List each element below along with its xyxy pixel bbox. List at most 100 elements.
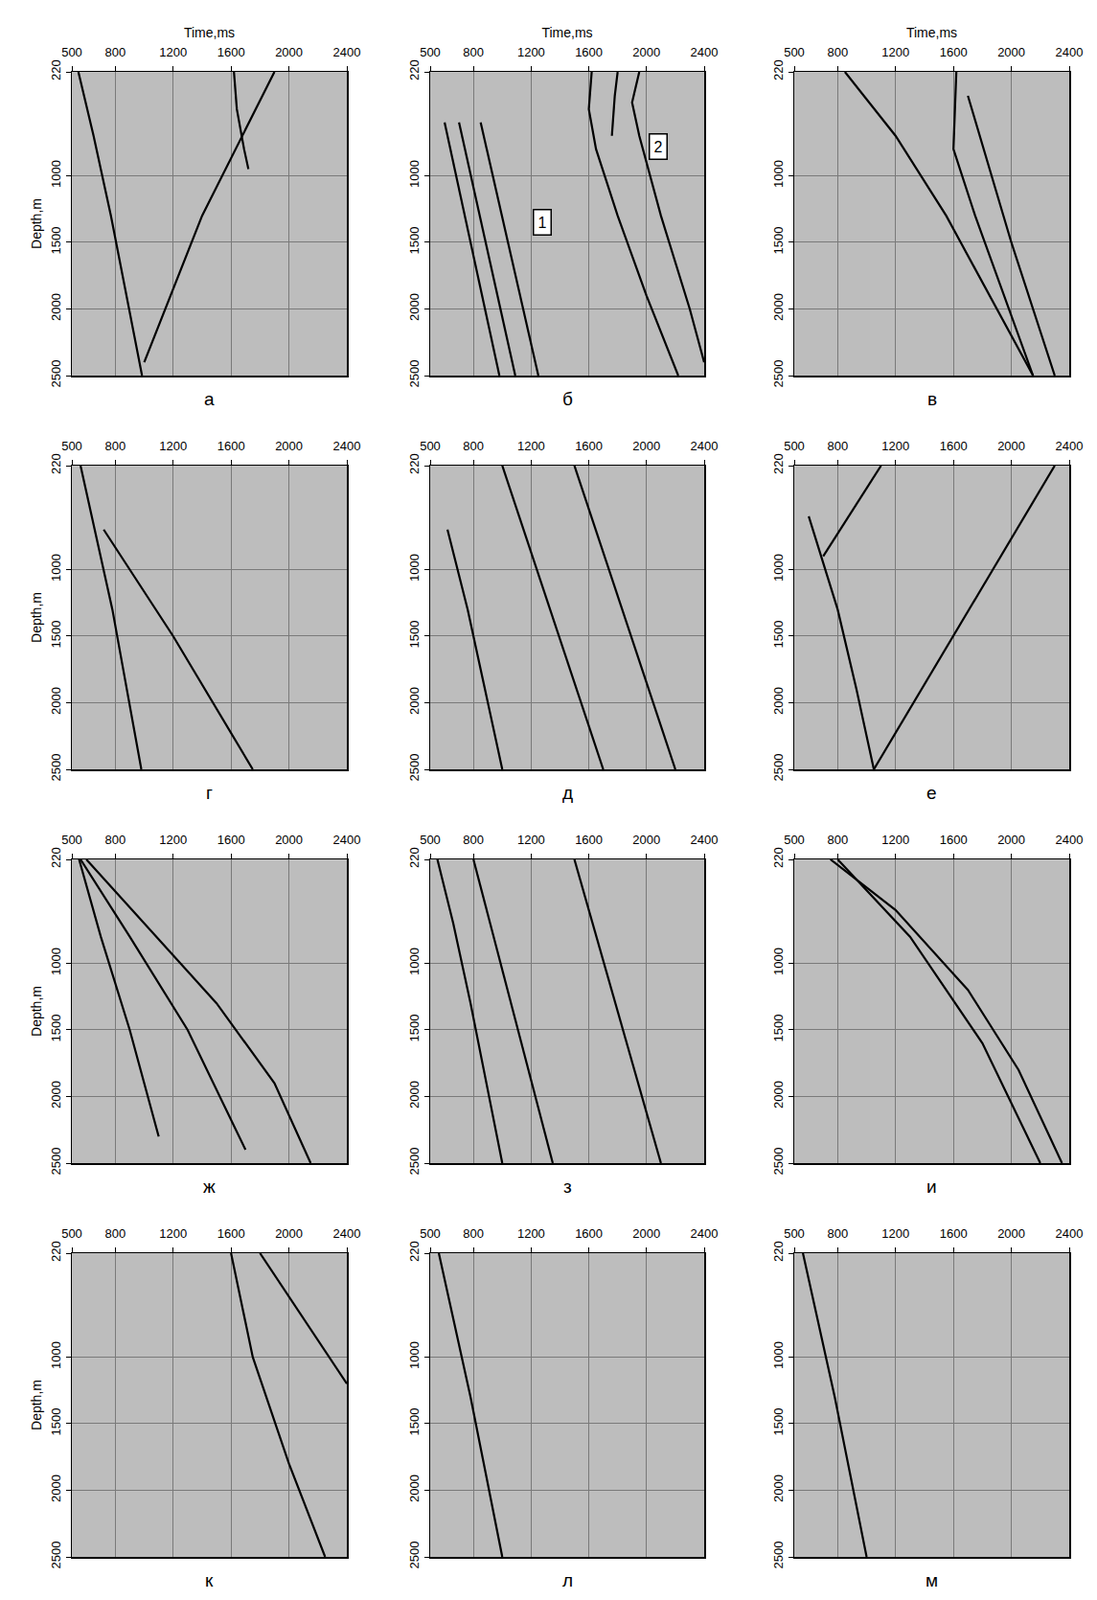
svg-text:1000: 1000	[771, 947, 786, 976]
svg-text:1000: 1000	[48, 553, 64, 582]
svg-text:2500: 2500	[407, 1541, 422, 1570]
svg-text:1200: 1200	[881, 832, 910, 847]
svg-text:800: 800	[826, 832, 848, 847]
svg-text:2000: 2000	[407, 1080, 422, 1109]
svg-text:1600: 1600	[574, 45, 603, 60]
svg-text:800: 800	[462, 1226, 484, 1241]
svg-text:1600: 1600	[939, 1226, 968, 1241]
svg-text:1200: 1200	[881, 45, 910, 60]
svg-text:500: 500	[783, 832, 805, 847]
svg-text:500: 500	[419, 1226, 441, 1241]
svg-text:220: 220	[407, 1240, 422, 1262]
svg-text:2400: 2400	[1055, 832, 1084, 847]
svg-text:2400: 2400	[690, 45, 719, 60]
svg-text:500: 500	[419, 45, 441, 60]
svg-text:500: 500	[61, 1226, 83, 1241]
svg-text:800: 800	[462, 832, 484, 847]
svg-text:220: 220	[407, 846, 422, 869]
svg-text:Depth,m: Depth,m	[28, 985, 45, 1037]
svg-text:2000: 2000	[274, 438, 303, 454]
svg-text:1600: 1600	[939, 438, 968, 454]
svg-text:1200: 1200	[881, 438, 910, 454]
svg-text:2400: 2400	[333, 45, 362, 60]
svg-text:2000: 2000	[407, 686, 422, 715]
svg-text:е: е	[926, 782, 938, 803]
svg-text:ж: ж	[203, 1176, 216, 1197]
svg-text:800: 800	[826, 45, 848, 60]
svg-text:1500: 1500	[407, 1014, 422, 1043]
svg-text:220: 220	[771, 453, 786, 475]
svg-text:2000: 2000	[48, 686, 64, 715]
svg-text:2: 2	[654, 138, 663, 156]
svg-text:2400: 2400	[333, 1226, 362, 1241]
svg-text:500: 500	[61, 832, 83, 847]
svg-text:2000: 2000	[632, 832, 661, 847]
svg-text:2000: 2000	[771, 686, 786, 715]
svg-text:500: 500	[61, 45, 83, 60]
svg-text:2000: 2000	[274, 45, 303, 60]
svg-text:1500: 1500	[771, 227, 786, 255]
svg-text:2000: 2000	[407, 1474, 422, 1503]
svg-text:2400: 2400	[1055, 438, 1084, 454]
svg-text:1500: 1500	[771, 1408, 786, 1437]
svg-text:2400: 2400	[1055, 1226, 1084, 1241]
svg-text:2000: 2000	[997, 1226, 1026, 1241]
svg-text:2500: 2500	[48, 1147, 64, 1176]
svg-text:1600: 1600	[939, 832, 968, 847]
svg-text:2500: 2500	[407, 360, 422, 389]
svg-text:2000: 2000	[997, 45, 1026, 60]
svg-text:в: в	[927, 388, 938, 410]
svg-text:2000: 2000	[632, 45, 661, 60]
svg-text:1200: 1200	[517, 438, 546, 454]
svg-text:2000: 2000	[997, 438, 1026, 454]
svg-text:2000: 2000	[48, 1080, 64, 1109]
svg-text:и: и	[926, 1176, 938, 1197]
svg-text:2000: 2000	[48, 293, 64, 321]
svg-text:2400: 2400	[333, 438, 362, 454]
svg-text:2500: 2500	[771, 754, 786, 782]
svg-text:220: 220	[48, 1240, 64, 1262]
svg-text:1600: 1600	[217, 438, 246, 454]
svg-text:г: г	[205, 782, 213, 803]
svg-text:500: 500	[783, 45, 805, 60]
svg-text:2400: 2400	[690, 832, 719, 847]
svg-text:Depth,m: Depth,m	[28, 592, 45, 643]
svg-text:Depth,m: Depth,m	[28, 198, 45, 250]
svg-text:а: а	[204, 388, 215, 410]
svg-text:1200: 1200	[517, 45, 546, 60]
svg-text:220: 220	[771, 59, 786, 81]
svg-text:1500: 1500	[48, 620, 64, 649]
svg-text:2500: 2500	[48, 360, 64, 389]
svg-text:1000: 1000	[407, 159, 422, 188]
svg-text:1200: 1200	[517, 832, 546, 847]
svg-text:800: 800	[104, 45, 126, 60]
svg-text:1000: 1000	[771, 159, 786, 188]
svg-text:2500: 2500	[771, 1541, 786, 1570]
svg-text:1200: 1200	[159, 438, 187, 454]
svg-text:2000: 2000	[274, 832, 303, 847]
svg-text:2500: 2500	[48, 1541, 64, 1570]
svg-text:1000: 1000	[48, 159, 64, 188]
svg-text:Time,ms: Time,ms	[541, 24, 593, 41]
svg-text:1000: 1000	[48, 1341, 64, 1370]
svg-text:2000: 2000	[771, 293, 786, 321]
svg-text:2500: 2500	[407, 754, 422, 782]
svg-text:220: 220	[48, 59, 64, 81]
svg-text:2000: 2000	[407, 293, 422, 321]
svg-text:800: 800	[826, 438, 848, 454]
svg-text:1500: 1500	[48, 227, 64, 255]
svg-text:Time,ms: Time,ms	[183, 24, 235, 41]
svg-text:1500: 1500	[407, 1408, 422, 1437]
svg-text:1600: 1600	[574, 832, 603, 847]
svg-text:800: 800	[104, 438, 126, 454]
svg-text:1000: 1000	[407, 947, 422, 976]
svg-text:2000: 2000	[632, 1226, 661, 1241]
svg-text:500: 500	[419, 438, 441, 454]
svg-text:220: 220	[407, 59, 422, 81]
svg-text:800: 800	[104, 832, 126, 847]
svg-text:1000: 1000	[407, 553, 422, 582]
svg-text:1200: 1200	[517, 1226, 546, 1241]
svg-text:2500: 2500	[48, 754, 64, 782]
svg-text:л: л	[562, 1570, 573, 1591]
svg-text:1500: 1500	[407, 227, 422, 255]
